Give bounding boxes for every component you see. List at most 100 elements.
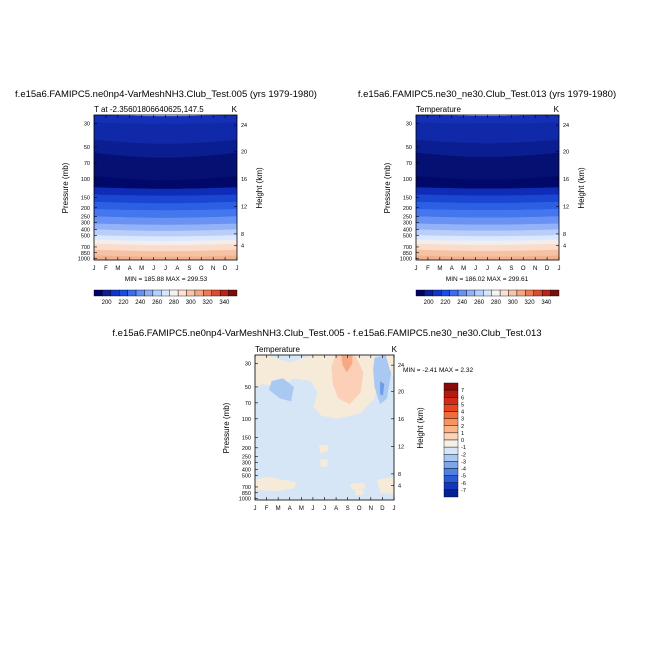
colorbar-label: 220 (440, 300, 451, 306)
y-tick-label: 700 (81, 245, 90, 251)
colorbar-swatch (443, 425, 459, 434)
colorbar-swatch (102, 289, 112, 297)
colorbar-label: -1 (461, 445, 466, 451)
x-tick-label: S (509, 266, 513, 272)
x-tick-label: J (236, 266, 239, 272)
contour-band (255, 476, 297, 492)
colorbar-swatch (219, 289, 229, 297)
y-tick-label: 850 (403, 251, 412, 257)
y-tick-label: 200 (242, 446, 251, 452)
x-tick-label: S (346, 506, 350, 512)
colorbar-label: 5 (461, 402, 464, 408)
x-tick-label: J (474, 266, 477, 272)
colorbar-swatch (415, 289, 425, 297)
colorbar-swatch (443, 468, 459, 476)
y-right-tick-label: 16 (398, 417, 404, 423)
colorbar-swatch (432, 289, 442, 297)
y-right-tick-label: 12 (398, 444, 404, 450)
panel-3-ylabel: Pressure (mb) (222, 402, 231, 453)
y-tick-label: 300 (403, 220, 412, 226)
panel-3-plot-field (255, 355, 394, 500)
x-tick-label: D (380, 506, 385, 512)
colorbar-swatch (499, 289, 509, 297)
contour-band (416, 201, 559, 211)
panel-1-subtitle-right: K (232, 105, 238, 114)
x-tick-label: J (323, 506, 326, 512)
x-tick-label: J (311, 506, 314, 512)
colorbar-label: -4 (461, 467, 466, 473)
contour-band (331, 355, 364, 405)
contour-band (380, 381, 385, 396)
y-tick-label: 100 (81, 177, 90, 183)
y-right-tick-label: 12 (563, 204, 569, 210)
colorbar-label: 0 (461, 438, 464, 444)
colorbar-swatch (443, 454, 459, 462)
x-tick-label: A (175, 266, 179, 272)
colorbar-label: 300 (508, 300, 519, 306)
x-tick-label: F (104, 266, 108, 272)
y-right-tick-label: 4 (398, 484, 401, 490)
panel-2: f.e15a6.FAMIPC5.ne30_ne30.Club_Test.013 … (358, 89, 616, 306)
y-right-tick-label: 12 (241, 204, 247, 210)
y-right-tick-label: 16 (563, 177, 569, 183)
colorbar-swatch (457, 289, 467, 297)
y-tick-label: 200 (403, 206, 412, 212)
contour-band (385, 355, 394, 379)
y-tick-label: 400 (403, 228, 412, 234)
x-tick-label: F (265, 506, 269, 512)
y-tick-label: 400 (242, 468, 251, 474)
colorbar-swatch (135, 289, 145, 297)
x-tick-label: S (187, 266, 191, 272)
y-tick-label: 850 (81, 251, 90, 257)
contour-band (320, 459, 328, 467)
contour-band (94, 194, 237, 204)
contour-band (94, 209, 237, 219)
colorbar-label: 320 (525, 300, 536, 306)
colorbar-label: 300 (186, 300, 197, 306)
y-tick-label: 500 (242, 473, 251, 479)
y-tick-label: 250 (242, 455, 251, 461)
colorbar-label: 280 (169, 300, 180, 306)
y-tick-label: 1000 (400, 257, 412, 263)
panel-3-stats: MIN = -2.41 MAX = 2.32 (403, 367, 473, 374)
x-tick-label: A (288, 506, 292, 512)
x-tick-label: O (199, 266, 204, 272)
colorbar-swatch (443, 482, 459, 491)
panel-2-title: f.e15a6.FAMIPC5.ne30_ne30.Club_Test.013 … (358, 89, 616, 100)
colorbar-swatch (211, 289, 221, 297)
y-right-tick-label: 4 (241, 244, 244, 250)
y-tick-label: 50 (406, 145, 412, 151)
y-tick-label: 30 (84, 122, 90, 128)
y-tick-label: 50 (84, 145, 90, 151)
colorbar-label: 340 (219, 300, 230, 306)
y-tick-label: 100 (403, 177, 412, 183)
colorbar-swatch (424, 289, 434, 297)
y-right-tick-label: 24 (241, 123, 247, 129)
colorbar-swatch (119, 289, 128, 297)
contour-band (94, 223, 237, 232)
panel-2-ylabel: Pressure (mb) (383, 162, 392, 213)
colorbar-swatch (533, 289, 543, 297)
x-tick-label: M (115, 266, 120, 272)
colorbar-label: 200 (102, 300, 113, 306)
colorbar-label: 220 (118, 300, 129, 306)
colorbar-label: 260 (474, 300, 485, 306)
y-tick-label: 500 (403, 233, 412, 239)
colorbar-swatch (516, 289, 526, 297)
colorbar-swatch (491, 289, 501, 297)
y-right-tick-label: 8 (398, 472, 401, 478)
colorbar-swatch (152, 289, 162, 297)
colorbar-label: 1 (461, 431, 464, 437)
panel-3-subtitle-right: K (392, 345, 398, 354)
x-tick-label: A (128, 266, 132, 272)
panel-2-plot-field (416, 115, 559, 260)
contour-band (349, 482, 367, 490)
panel-1-title: f.e15a6.FAMIPC5.ne0np4-VarMeshNH3.Club_T… (15, 89, 317, 100)
panel-1-ylabel-right: Height (km) (255, 167, 264, 209)
contour-band (416, 223, 559, 232)
y-tick-label: 50 (245, 385, 251, 391)
panel-1-plot-field (94, 115, 237, 260)
contour-band (416, 122, 559, 144)
y-tick-label: 500 (81, 233, 90, 239)
